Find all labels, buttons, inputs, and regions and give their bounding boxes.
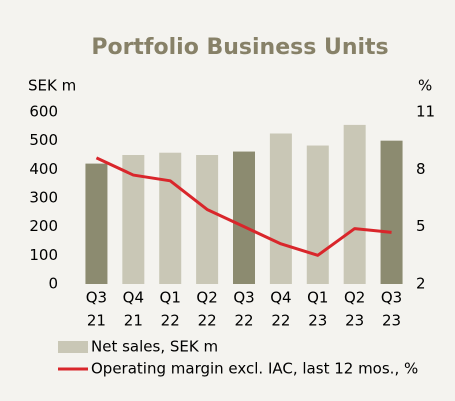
legend-label: Net sales, SEK m — [91, 338, 218, 356]
bar — [159, 152, 182, 284]
y-tick-label: 200 — [29, 217, 58, 235]
x-tick-label: 23 — [345, 312, 364, 330]
y-tick-label: 600 — [29, 103, 58, 121]
y-tick-label: 400 — [29, 160, 58, 178]
y2-axis-label: % — [418, 77, 432, 95]
bar — [85, 163, 108, 284]
y-tick-label: 500 — [29, 131, 58, 149]
line — [95, 156, 392, 257]
x-tick-label: 22 — [234, 312, 253, 330]
x-tick-label: Q2 — [196, 289, 217, 307]
x-tick-label: Q4 — [270, 289, 291, 307]
y2-tick-label: 11 — [416, 103, 435, 121]
x-tick-label: 23 — [308, 312, 327, 330]
x-tick-label: Q3 — [86, 289, 107, 307]
y-tick-label: 100 — [29, 246, 58, 264]
chart-title: Portfolio Business Units — [91, 35, 388, 60]
y-axis-label: SEK m — [28, 77, 76, 95]
x-tick-label: Q3 — [381, 289, 402, 307]
x-tick-label: Q1 — [160, 289, 181, 307]
x-tick-label: 21 — [124, 312, 143, 330]
bar — [233, 151, 255, 284]
x-tick-label: 22 — [198, 312, 217, 330]
legend-label: Operating margin excl. IAC, last 12 mos.… — [91, 360, 418, 378]
x-tick-label: Q2 — [344, 289, 365, 307]
x-tick-label: 22 — [271, 312, 290, 330]
x-tick-label: 22 — [161, 312, 180, 330]
y-tick-label: 0 — [48, 275, 58, 293]
bar — [343, 124, 366, 285]
x-tick-label: Q4 — [123, 289, 144, 307]
bar — [269, 133, 292, 284]
legend-swatch — [58, 341, 88, 353]
x-tick-label: 21 — [87, 312, 106, 330]
y2-tick-label: 5 — [416, 217, 426, 235]
x-tick-label: 23 — [382, 312, 401, 330]
bar — [306, 145, 329, 284]
x-tick-label: Q1 — [307, 289, 328, 307]
bar — [380, 140, 403, 284]
x-tick-label: Q3 — [233, 289, 254, 307]
y-tick-label: 300 — [29, 189, 58, 207]
y2-tick-label: 8 — [416, 160, 426, 178]
y2-tick-label: 2 — [416, 275, 426, 293]
bar — [196, 155, 219, 284]
bar — [122, 155, 145, 284]
